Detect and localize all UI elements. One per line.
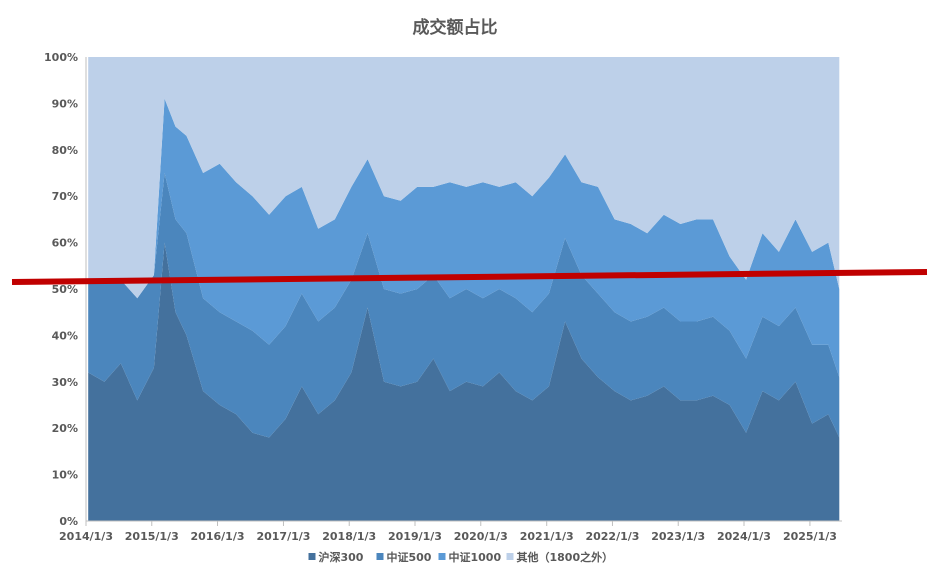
y-tick-label: 0% — [59, 515, 78, 528]
area-series-4 — [88, 57, 840, 299]
annotation-line — [11, 269, 928, 285]
x-tick-label: 2024/1/3 — [717, 530, 771, 543]
y-tick-label: 10% — [52, 469, 78, 482]
y-axis: 0% 10% 20% 30% 40% 50% 60% 70% 80% 90% 100% — [44, 51, 87, 528]
chart-title: 成交额占比 — [413, 17, 498, 38]
y-tick-label: 20% — [52, 422, 78, 435]
x-tick-label: 2018/1/3 — [322, 530, 376, 543]
x-tick-label: 2014/1/3 — [59, 530, 113, 543]
x-axis: 2014/1/3 2015/1/3 2016/1/3 2017/1/3 2018/1/3… — [59, 520, 842, 543]
legend-label: 其他（1800之外） — [517, 550, 614, 564]
x-tick-label: 2019/1/3 — [388, 530, 442, 543]
legend: 沪深300 中证500 中证1000 其他（1800之外） — [308, 550, 614, 564]
area-series-1 — [88, 242, 840, 521]
y-tick-label: 100% — [44, 51, 78, 64]
legend-label: 中证1000 — [449, 550, 502, 564]
y-tick-label: 90% — [52, 97, 78, 110]
x-tick-label: 2017/1/3 — [256, 530, 310, 543]
x-tick-label: 2020/1/3 — [454, 530, 508, 543]
legend-swatch — [506, 553, 514, 560]
stacked-areas — [88, 57, 840, 521]
legend-label: 中证500 — [387, 550, 432, 564]
x-tick-label: 2023/1/3 — [651, 530, 705, 543]
y-tick-label: 30% — [52, 376, 78, 389]
legend-label: 沪深300 — [319, 550, 364, 564]
y-tick-label: 60% — [52, 237, 78, 250]
y-tick-label: 50% — [52, 283, 78, 296]
legend-swatch — [308, 553, 316, 560]
x-tick-label: 2021/1/3 — [520, 530, 574, 543]
x-tick-label: 2015/1/3 — [125, 530, 179, 543]
x-tick-label: 2022/1/3 — [585, 530, 639, 543]
legend-swatch — [376, 553, 384, 560]
y-tick-label: 40% — [52, 329, 78, 342]
area-series-2 — [88, 173, 840, 438]
x-tick-label: 2016/1/3 — [191, 530, 245, 543]
y-tick-label: 80% — [52, 144, 78, 157]
y-tick-label: 70% — [52, 190, 78, 203]
legend-swatch — [438, 553, 446, 560]
x-tick-label: 2025/1/3 — [783, 530, 837, 543]
area-series-3 — [88, 98, 840, 378]
